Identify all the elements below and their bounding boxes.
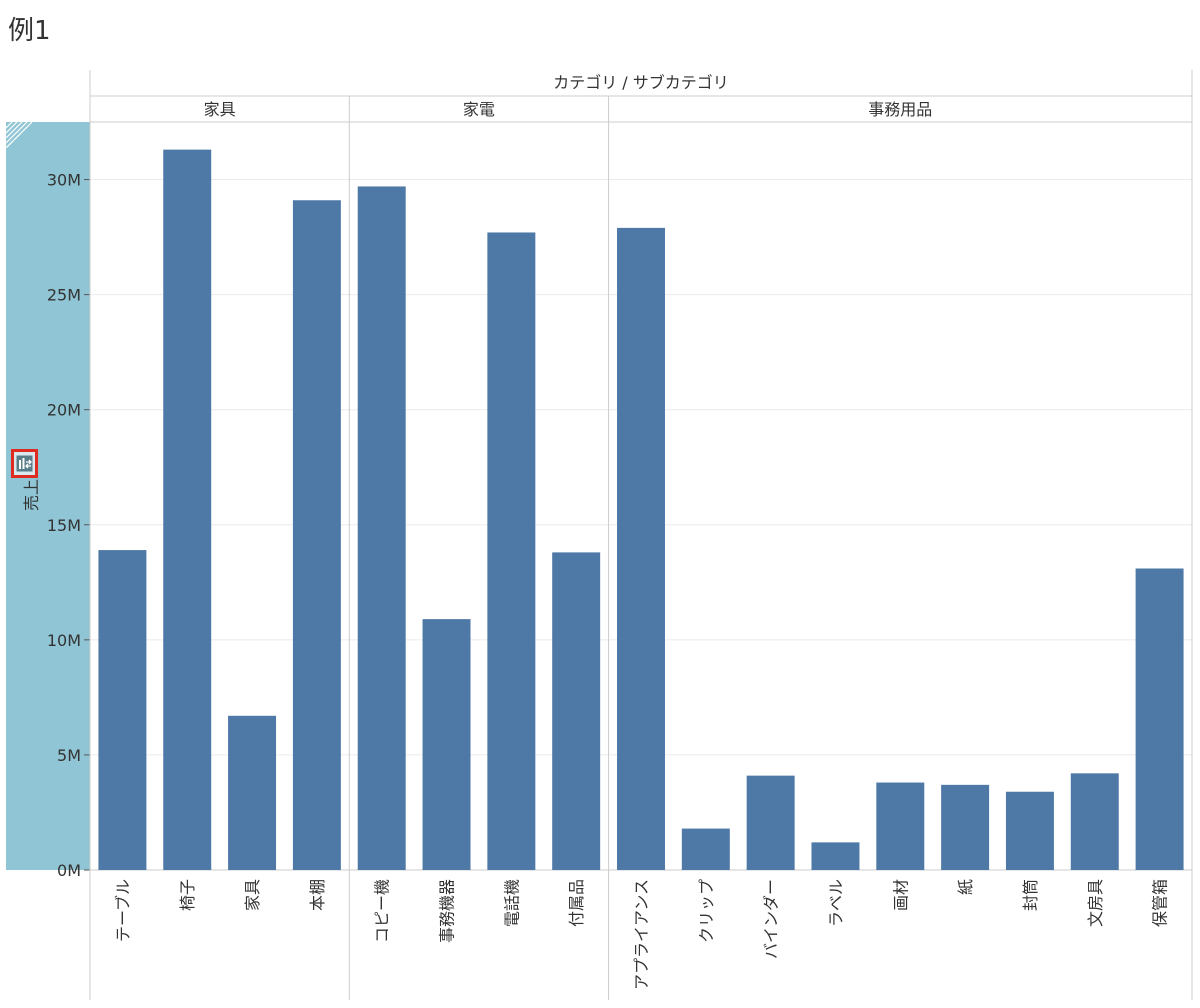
group-label: 家電 (463, 100, 495, 119)
x-tick-label: 椅子 (178, 879, 197, 911)
x-tick-label: コピー機 (373, 879, 392, 943)
x-tick-label: 本棚 (308, 879, 327, 911)
x-tick-label: 事務機器 (438, 879, 457, 943)
bar (746, 775, 795, 870)
x-tick-label: ラベル (826, 879, 845, 927)
x-tick-label: 電話機 (502, 879, 521, 927)
group-label: 家具 (204, 100, 236, 119)
y-tick-label: 30M (47, 171, 81, 190)
y-axis-label: 売上 (22, 478, 41, 512)
bar (876, 782, 925, 870)
x-tick-label: テーブル (113, 879, 132, 942)
y-tick-label: 10M (47, 631, 81, 650)
swap-axis-button[interactable] (11, 449, 38, 478)
bar (228, 715, 277, 870)
x-tick-label: 画材 (891, 879, 910, 911)
y-axis-selection-highlight[interactable] (6, 122, 90, 870)
bar (552, 552, 601, 870)
bar (357, 186, 406, 871)
header-title: カテゴリ / サブカテゴリ (553, 73, 729, 92)
y-tick-label: 0M (57, 861, 81, 880)
swap-axis-icon (16, 455, 33, 472)
bar (811, 842, 860, 870)
y-tick-label: 5M (57, 746, 81, 765)
group-label: 事務用品 (868, 100, 932, 119)
y-tick-label: 15M (47, 516, 81, 535)
x-tick-label: 家具 (243, 879, 262, 911)
x-tick-label: クリップ (697, 879, 716, 943)
bar (617, 227, 665, 870)
bar (487, 232, 536, 870)
x-tick-label: バインダー (762, 879, 781, 959)
bar (1005, 791, 1054, 870)
bar (163, 149, 212, 870)
page-title: 例1 (8, 16, 51, 46)
x-tick-label: 保管箱 (1151, 879, 1170, 927)
bar (422, 619, 471, 870)
x-tick-label: 付属品 (567, 879, 586, 927)
axis-corner-hatch-icon (6, 122, 32, 148)
bar (1135, 568, 1184, 870)
bar (1070, 773, 1119, 870)
y-tick-label: 25M (47, 286, 81, 305)
bar (681, 828, 730, 870)
bar (941, 784, 990, 870)
x-tick-label: 紙 (956, 879, 975, 895)
bar (292, 200, 341, 870)
y-tick-label: 20M (47, 401, 81, 420)
x-tick-label: 文房具 (1086, 879, 1105, 927)
x-tick-label: アプライアンス (632, 879, 651, 990)
bar (98, 550, 147, 870)
x-tick-label: 封筒 (1021, 879, 1040, 911)
